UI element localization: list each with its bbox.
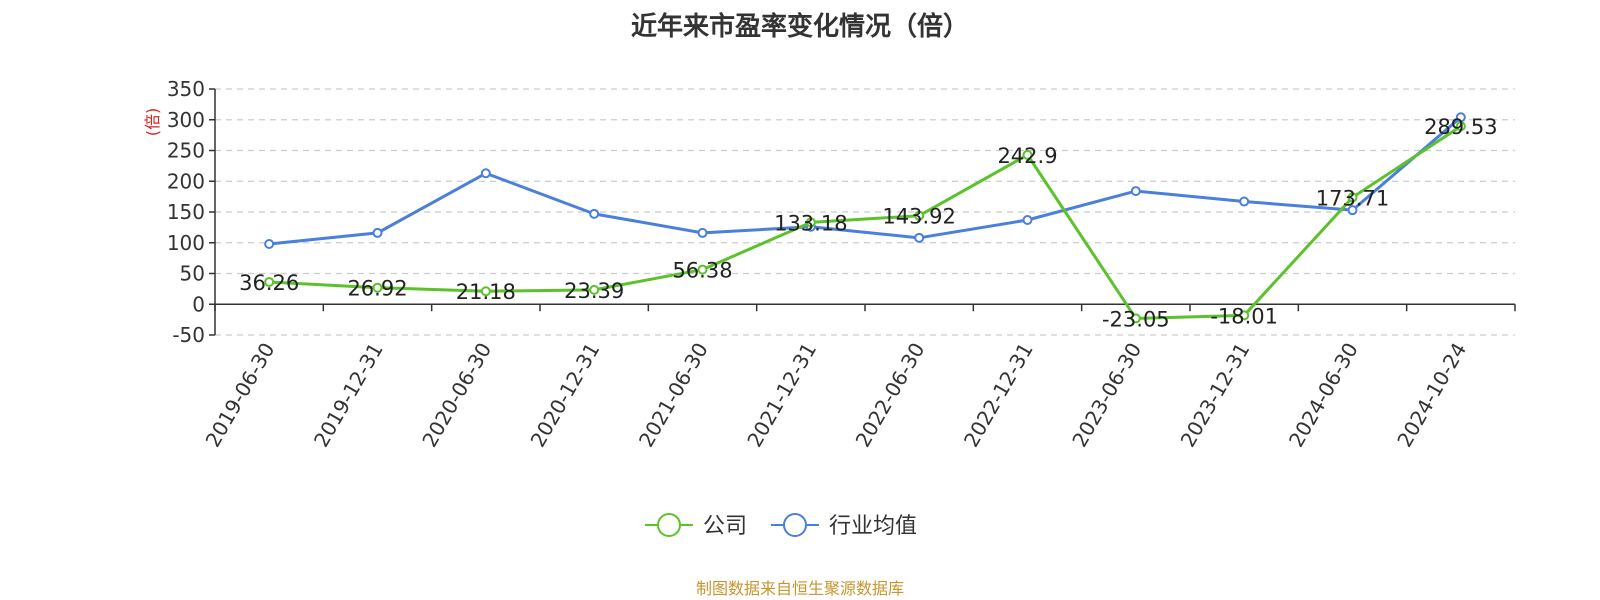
data-point[interactable]	[1347, 205, 1358, 216]
x-tick-label: 2020-06-30	[417, 339, 496, 452]
y-axis-label: (倍)	[143, 108, 162, 137]
axis-layer: -50 0 50 100 150 200 250 300 350 2019-06-30 2019-1…	[167, 77, 1516, 452]
data-point[interactable]	[1239, 310, 1250, 321]
data-point[interactable]	[697, 264, 708, 275]
y-tick-label: 50	[180, 262, 205, 286]
grid-layer	[215, 88, 1515, 336]
data-label: 143.92	[882, 205, 955, 229]
data-label-layer: 36.26 26.92 21.18 23.39 56.38 133.18 143.92 242…	[239, 115, 1497, 331]
data-point[interactable]	[264, 238, 275, 249]
y-tick-label: 200	[167, 169, 205, 193]
x-tick-label: 2023-12-31	[1176, 339, 1255, 452]
data-label: 26.92	[347, 277, 407, 301]
data-label: -23.05	[1102, 307, 1170, 331]
data-point[interactable]	[1239, 196, 1250, 207]
x-tick-label: 2022-06-30	[851, 339, 930, 452]
data-point[interactable]	[1130, 186, 1141, 197]
data-point[interactable]	[1022, 214, 1033, 225]
y-tick-label: 350	[167, 77, 205, 101]
source-note: 制图数据来自恒生聚源数据库	[696, 579, 904, 598]
legend-marker	[783, 513, 807, 537]
x-tick-label: 2019-06-30	[201, 339, 280, 452]
data-point[interactable]	[372, 227, 383, 238]
x-tick-label: 2019-12-31	[309, 339, 388, 452]
x-tick-label: 2022-12-31	[959, 339, 1038, 452]
series-layer	[264, 112, 1466, 324]
data-label: 36.26	[239, 271, 299, 295]
data-point[interactable]	[480, 286, 491, 297]
legend-item-1[interactable]: 行业均值	[771, 513, 917, 539]
y-tick-label: 250	[167, 139, 205, 163]
x-tick-label: 2021-06-30	[634, 339, 713, 452]
series-line-0	[269, 124, 1462, 320]
data-point[interactable]	[697, 227, 708, 238]
legend-label: 公司	[703, 514, 747, 539]
legend-item-0[interactable]: 公司	[645, 513, 747, 539]
y-tick-label: 0	[192, 292, 205, 316]
data-label: 21.18	[456, 280, 516, 304]
data-point[interactable]	[264, 276, 275, 287]
data-point[interactable]	[480, 168, 491, 179]
data-point[interactable]	[914, 232, 925, 243]
x-tick-label: 2023-06-30	[1067, 339, 1146, 452]
series-line-1	[269, 116, 1462, 246]
data-point[interactable]	[589, 208, 600, 219]
y-tick-label: 150	[167, 200, 205, 224]
data-point[interactable]	[1022, 149, 1033, 160]
data-point[interactable]	[1347, 192, 1358, 203]
data-point[interactable]	[1130, 313, 1141, 324]
y-tick-label: 300	[167, 108, 205, 132]
data-label: 133.18	[774, 211, 847, 235]
data-point[interactable]	[1455, 121, 1466, 132]
legend[interactable]: 公司 行业均值	[645, 513, 917, 539]
x-tick-label: 2021-12-31	[742, 339, 821, 452]
data-label: 56.38	[672, 259, 732, 283]
data-label: 173.71	[1316, 186, 1389, 210]
data-label: 289.53	[1424, 115, 1497, 139]
y-tick-label: -50	[172, 323, 205, 347]
x-tick-label: 2020-12-31	[526, 339, 605, 452]
legend-label: 行业均值	[829, 514, 917, 539]
data-point[interactable]	[805, 217, 816, 228]
legend-marker	[657, 513, 681, 537]
x-tick-label: 2024-06-30	[1284, 339, 1363, 452]
data-point[interactable]	[372, 282, 383, 293]
x-tick-label: 2024-10-24	[1392, 339, 1471, 452]
chart-title: 近年来市盈率变化情况（倍）	[631, 11, 969, 42]
data-label: 242.9	[997, 144, 1057, 168]
y-tick-label: 100	[167, 231, 205, 255]
data-point[interactable]	[914, 210, 925, 221]
data-point[interactable]	[589, 284, 600, 295]
data-label: -18.01	[1210, 304, 1278, 328]
data-label: 23.39	[564, 279, 624, 303]
